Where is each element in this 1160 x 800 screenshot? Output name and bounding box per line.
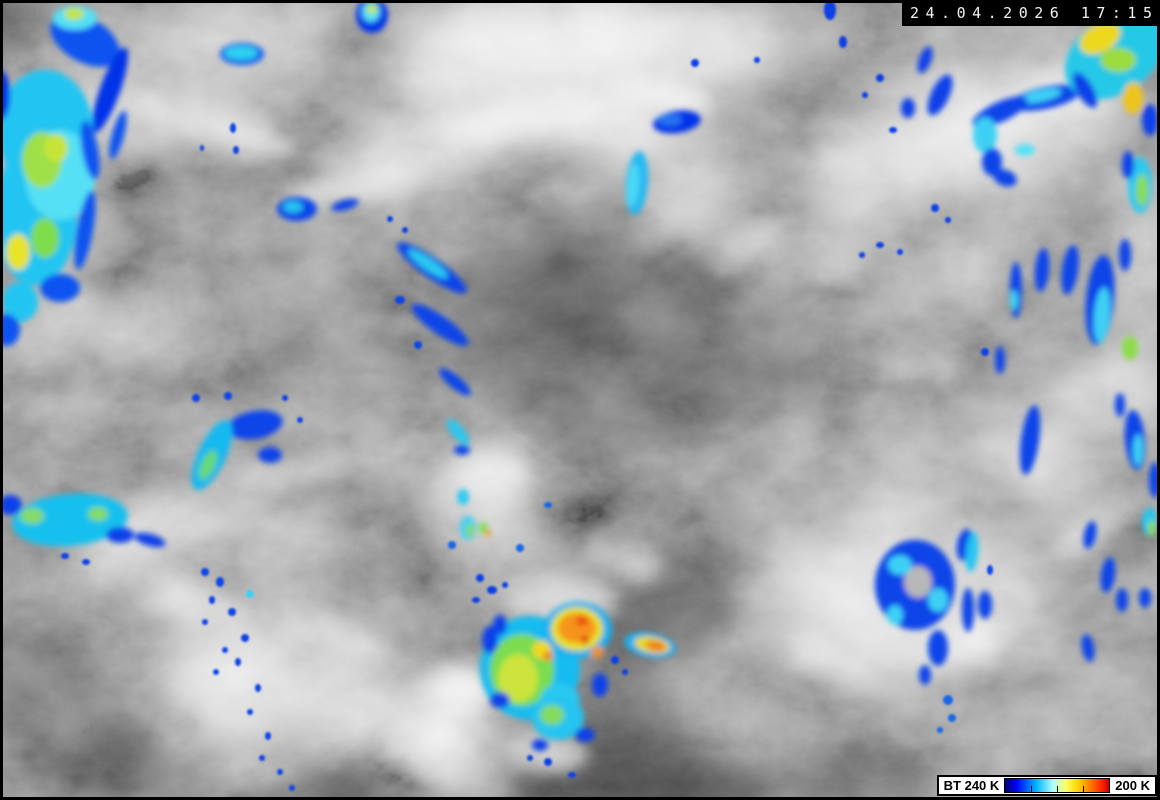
colorbar-gradient (1004, 778, 1111, 793)
colorbar-tick (1057, 786, 1059, 792)
timestamp-text: 24.04.2026 17:15 (910, 4, 1159, 22)
timestamp-overlay: 24.04.2026 17:15 (902, 0, 1160, 26)
colorbar-right-label: 200 K (1115, 778, 1150, 793)
colorbar-left-label: BT 240 K (943, 778, 1000, 793)
colorbar-legend: BT 240 K 200 K (936, 775, 1157, 796)
colorbar-tick (1083, 786, 1085, 792)
colorbar-tick (1031, 786, 1033, 792)
